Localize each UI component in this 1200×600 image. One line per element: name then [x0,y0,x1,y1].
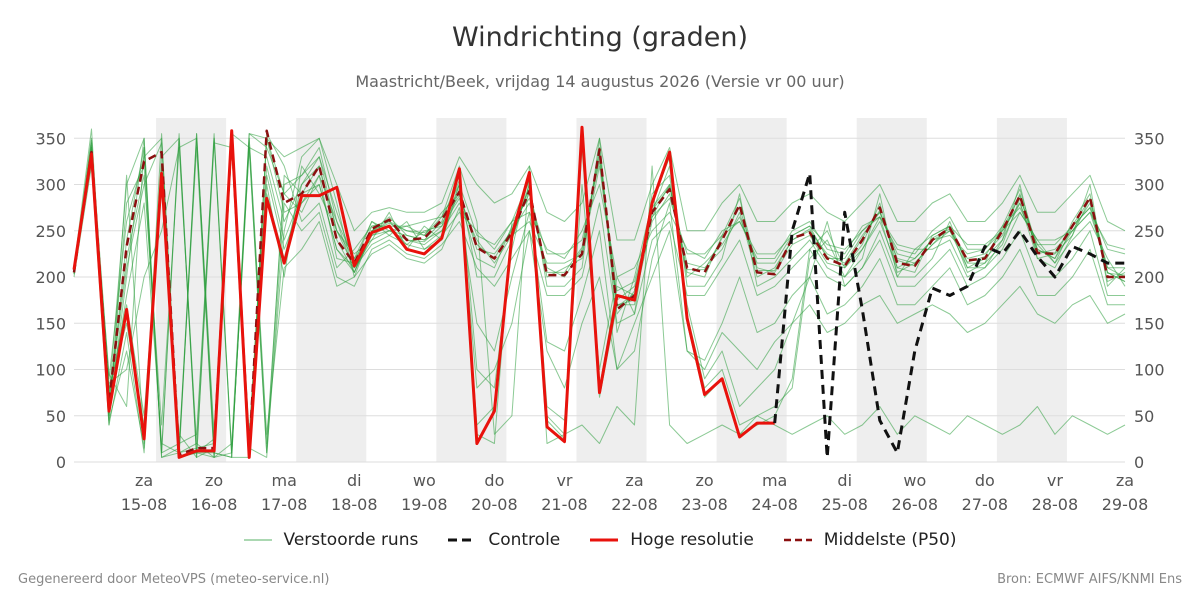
y-tick-label-left: 200 [35,268,66,287]
x-tick-day: za [625,471,643,490]
main-series [72,125,1125,459]
legend-label-control: Controle [488,530,561,550]
x-tick-day: vr [556,471,572,490]
y-tick-label-right: 150 [1134,314,1165,333]
legend-swatch-ensemble [243,539,272,541]
x-tick-day: vr [1047,471,1063,490]
legend-item-ensemble: Verstoorde runs [243,530,419,550]
x-tick-date: 22-08 [611,495,658,514]
y-tick-label-left: 150 [35,314,66,333]
x-tick-day: wo [903,471,926,490]
x-tick-day: do [975,471,995,490]
chart-title: Windrichting (graden) [451,22,749,53]
y-tick-label-left: 300 [35,176,66,195]
ensemble-run-line [73,133,1126,458]
x-tick-date: 24-08 [751,495,798,514]
footer-generator: Gegenereerd door MeteoVPS (meteo-service… [18,572,330,587]
x-tick-date: 29-08 [1102,495,1149,514]
y-tick-label-right: 300 [1134,176,1165,195]
y-tick-label-left: 0 [56,453,66,472]
chart-subtitle: Maastricht/Beek, vrijdag 14 augustus 202… [355,72,845,91]
y-tick-label-right: 0 [1134,453,1144,472]
x-tick-day: ma [272,471,297,490]
x-tick-day: zo [696,471,714,490]
x-tick-day: za [1116,471,1134,490]
x-tick-date: 16-08 [191,495,238,514]
legend-item-hires: Hoge resolutie [590,530,754,550]
y-tick-label-left: 50 [46,407,66,426]
x-tick-date: 23-08 [681,495,728,514]
night-band [716,118,787,462]
legend-swatch-median [783,538,812,542]
night-band [996,118,1067,462]
legend-label-ensemble: Verstoorde runs [283,530,419,550]
hires-line [72,125,775,459]
x-tick-date: 20-08 [471,495,518,514]
y-tick-label-left: 250 [35,222,66,241]
x-tick-day: di [837,471,852,490]
ensemble-run-line [73,137,1125,458]
x-tick-date: 15-08 [121,495,168,514]
y-tick-label-right: 350 [1134,129,1165,148]
x-tick-date: 25-08 [821,495,868,514]
x-tick-day: ma [762,471,787,490]
x-tick-day: do [484,471,504,490]
x-tick-day: zo [205,471,223,490]
control-line [773,171,1125,459]
legend-item-median: Middelste (P50) [783,530,957,550]
legend-label-median: Middelste (P50) [823,530,957,550]
y-tick-label-right: 200 [1134,268,1165,287]
y-tick-label-left: 100 [35,361,66,380]
legend-swatch-hires [590,538,619,542]
night-bands [156,118,1067,462]
x-tick-date: 19-08 [401,495,448,514]
x-tick-date: 17-08 [261,495,308,514]
axis-labels: 0 0 50 50 100 100 150 150 200 200 250 250 300 300 350 3… [35,129,1164,514]
x-tick-date: 18-08 [331,495,378,514]
x-tick-date: 21-08 [541,495,588,514]
y-tick-label-right: 50 [1134,407,1154,426]
legend: Verstoorde runs Controle Hoge resolutie … [0,530,1200,550]
y-tick-label-right: 100 [1134,361,1165,380]
legend-swatch-control [448,538,477,542]
y-tick-label-right: 250 [1134,222,1165,241]
footer-source: Bron: ECMWF AIFS/KNMI Ens [997,572,1182,587]
x-tick-day: wo [413,471,436,490]
y-tick-label-left: 350 [35,129,66,148]
legend-item-control: Controle [448,530,560,550]
x-tick-date: 27-08 [962,495,1009,514]
x-tick-day: za [135,471,153,490]
x-tick-date: 28-08 [1032,495,1079,514]
legend-label-hires: Hoge resolutie [630,530,754,550]
x-tick-day: di [347,471,362,490]
x-tick-date: 26-08 [892,495,939,514]
